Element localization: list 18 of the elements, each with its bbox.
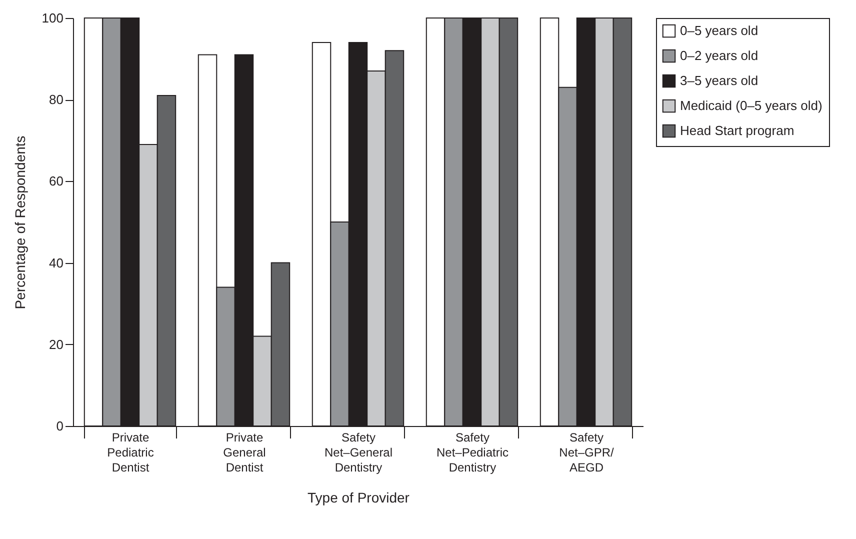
legend-label: Head Start program — [680, 123, 794, 138]
y-tick-label: 40 — [49, 255, 64, 270]
x-axis-title: Type of Provider — [308, 490, 410, 506]
x-tick-label: Private General Dentist — [223, 430, 266, 474]
y-tick-label: 0 — [56, 418, 64, 434]
legend-label: 0–2 years old — [680, 48, 758, 63]
y-tick-label: 20 — [49, 336, 64, 352]
legend-label: 0–5 years old — [680, 23, 758, 38]
x-tick-label: Safety Net–GPR/ AEGD — [559, 430, 615, 474]
y-tick-label: 100 — [42, 10, 64, 26]
y-tick-label: 60 — [49, 174, 64, 189]
y-tick-label: 80 — [49, 92, 64, 108]
y-axis-title: Percentage of Respondents — [12, 136, 28, 310]
legend-label: Medicaid (0–5 years old) — [680, 98, 822, 113]
x-tick-label: Private Pediatric Dentist — [107, 430, 154, 474]
x-tick-label: Safety Net–General Dentistry — [324, 430, 393, 474]
legend-label: 3–5 years old — [680, 73, 758, 88]
x-tick-label: Safety Net–Pediatric Dentistry — [436, 430, 509, 474]
